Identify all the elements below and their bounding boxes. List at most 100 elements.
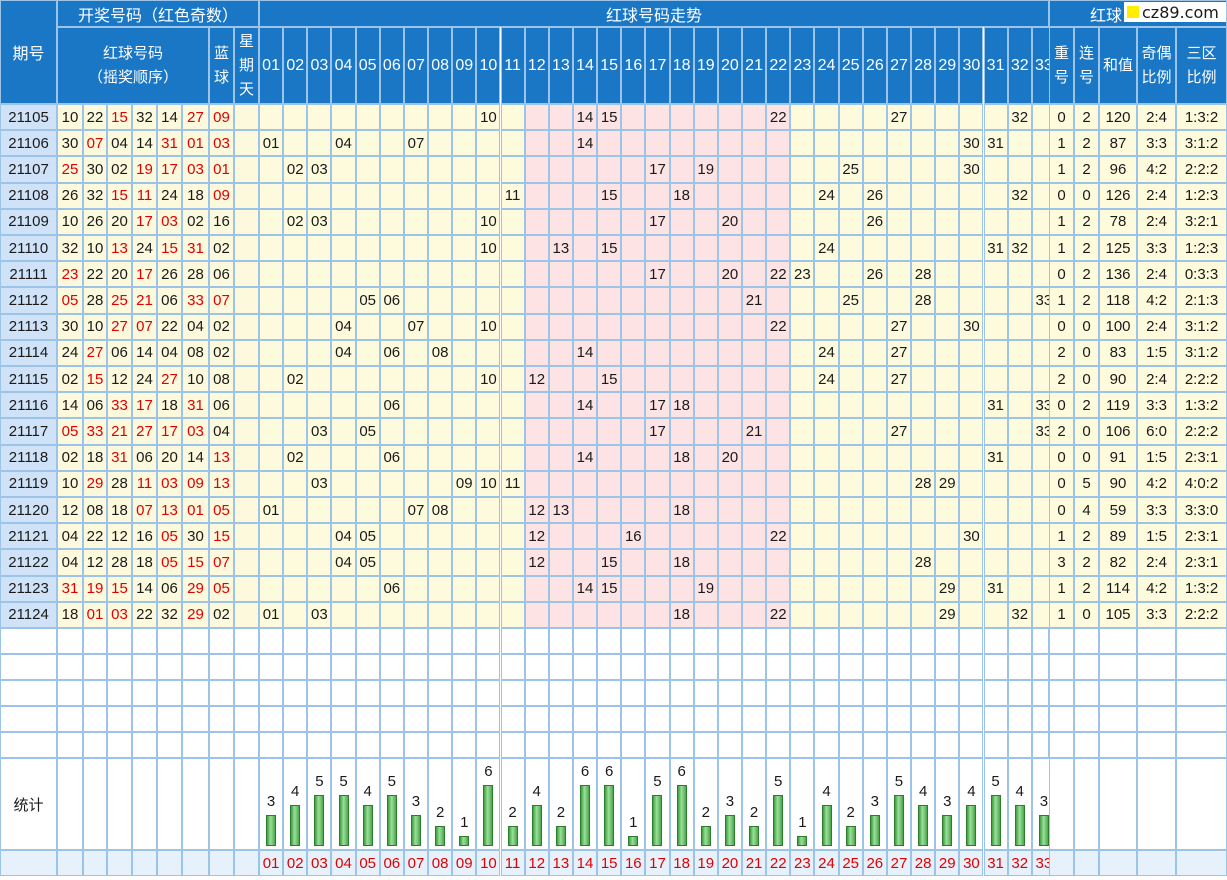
- logo-square-icon: [1127, 6, 1139, 18]
- blank-cell: [428, 706, 453, 732]
- trend-cell: [307, 261, 332, 288]
- trend-cell: [476, 444, 501, 471]
- blank-cell: [597, 680, 622, 706]
- red-ball-cell: 25: [57, 156, 83, 183]
- trend-cell: [500, 339, 525, 366]
- trend-cell: [331, 235, 356, 262]
- footer-col-15: 15: [597, 850, 622, 876]
- header-col-25: 25: [838, 27, 863, 104]
- trend-cell: [259, 470, 284, 497]
- count-bar-01: [266, 815, 277, 846]
- count-bar-21: [749, 825, 760, 846]
- blank-cell: [452, 654, 477, 680]
- footer-empty-cell: [132, 850, 157, 876]
- trend-cell: 28: [911, 261, 936, 288]
- header-col-16: 16: [621, 27, 646, 104]
- red-ball-cell: 24: [132, 366, 157, 393]
- trend-cell: [355, 130, 380, 157]
- blank-cell: [645, 732, 670, 758]
- footer-col-02: 02: [283, 850, 308, 876]
- trend-cell: [790, 523, 815, 550]
- trend-cell: [548, 366, 573, 393]
- trend-cell: [645, 523, 670, 550]
- trend-cell: [500, 235, 525, 262]
- footer-col-05: 05: [355, 850, 380, 876]
- trend-cell: [428, 182, 453, 209]
- red-ball-cell: 06: [132, 444, 157, 471]
- count-bar-10: [483, 784, 494, 846]
- blank-cell: [621, 706, 646, 732]
- site-logo[interactable]: cz89.com: [1124, 2, 1226, 22]
- trend-cell: [645, 339, 670, 366]
- blank-cell: [645, 706, 670, 732]
- blank-cell: [597, 732, 622, 758]
- weekday-cell: [234, 418, 259, 445]
- trend-cell: [814, 104, 839, 131]
- trend-cell: [500, 261, 525, 288]
- stat-zone-cell: 3:1:2: [1176, 130, 1227, 157]
- red-ball-cell: 11: [132, 182, 157, 209]
- trend-cell: [331, 392, 356, 419]
- stat-oe-cell: 6:0: [1137, 418, 1176, 445]
- blank-cell: [862, 680, 887, 706]
- trend-cell: [669, 261, 694, 288]
- trend-cell: [524, 130, 549, 157]
- blank-cell: [331, 628, 356, 654]
- red-ball-cell: 02: [57, 444, 83, 471]
- trend-cell: [548, 208, 573, 235]
- trend-cell: [548, 470, 573, 497]
- trend-cell: [935, 287, 960, 314]
- blank-cell: [717, 706, 742, 732]
- count-label-20: 3: [725, 793, 735, 811]
- trend-cell: [935, 104, 960, 131]
- red-ball-cell: 05: [57, 287, 83, 314]
- blank-cell: [983, 706, 1008, 732]
- footer-col-30: 30: [959, 850, 984, 876]
- stat-consec-cell: 0: [1074, 313, 1099, 340]
- trend-cell: [572, 208, 598, 235]
- footer-empty-cell: [234, 850, 259, 876]
- trend-cell: 07: [403, 313, 429, 340]
- blank-cell: [182, 732, 209, 758]
- trend-cell: [983, 470, 1008, 497]
- trend-cell: [548, 287, 573, 314]
- blank-cell: [307, 680, 332, 706]
- trend-cell: [621, 497, 646, 524]
- stat-zone-cell: 2:2:2: [1176, 366, 1227, 393]
- footer-empty-cell: [1049, 850, 1074, 876]
- blank-cell: [403, 654, 429, 680]
- red-ball-cell: 31: [182, 392, 209, 419]
- red-ball-cell: 14: [132, 130, 157, 157]
- count-bar-20: [724, 815, 735, 846]
- trend-cell: [959, 182, 984, 209]
- period-cell: 21114: [0, 339, 57, 366]
- trend-cell: [500, 418, 525, 445]
- trend-cell: [355, 470, 380, 497]
- trend-cell: [476, 549, 501, 576]
- stat-sum-cell: 90: [1099, 366, 1137, 393]
- trend-cell: [1007, 470, 1032, 497]
- stat-consec-cell: 0: [1074, 418, 1099, 445]
- trend-cell: [452, 523, 477, 550]
- blue-ball-cell: 02: [209, 235, 234, 262]
- blank-cell: [57, 680, 83, 706]
- red-ball-cell: 30: [182, 523, 209, 550]
- count-label-05: 4: [363, 783, 372, 801]
- count-bar-03: [314, 795, 325, 846]
- trend-cell: [693, 208, 718, 235]
- blank-cell: [403, 706, 429, 732]
- trend-cell: [790, 156, 815, 183]
- header-col-31: 31: [983, 27, 1008, 104]
- trend-cell: [983, 287, 1008, 314]
- red-ball-cell: 05: [157, 523, 182, 550]
- header-col-15: 15: [597, 27, 622, 104]
- blank-cell: [524, 680, 549, 706]
- trend-cell: [403, 104, 429, 131]
- trend-cell: [742, 156, 767, 183]
- blank-cell: [0, 706, 57, 732]
- trend-cell: [452, 235, 477, 262]
- footer-col-17: 17: [645, 850, 670, 876]
- trend-cell: [862, 601, 887, 628]
- trend-cell: [862, 523, 887, 550]
- trend-cell: [838, 601, 863, 628]
